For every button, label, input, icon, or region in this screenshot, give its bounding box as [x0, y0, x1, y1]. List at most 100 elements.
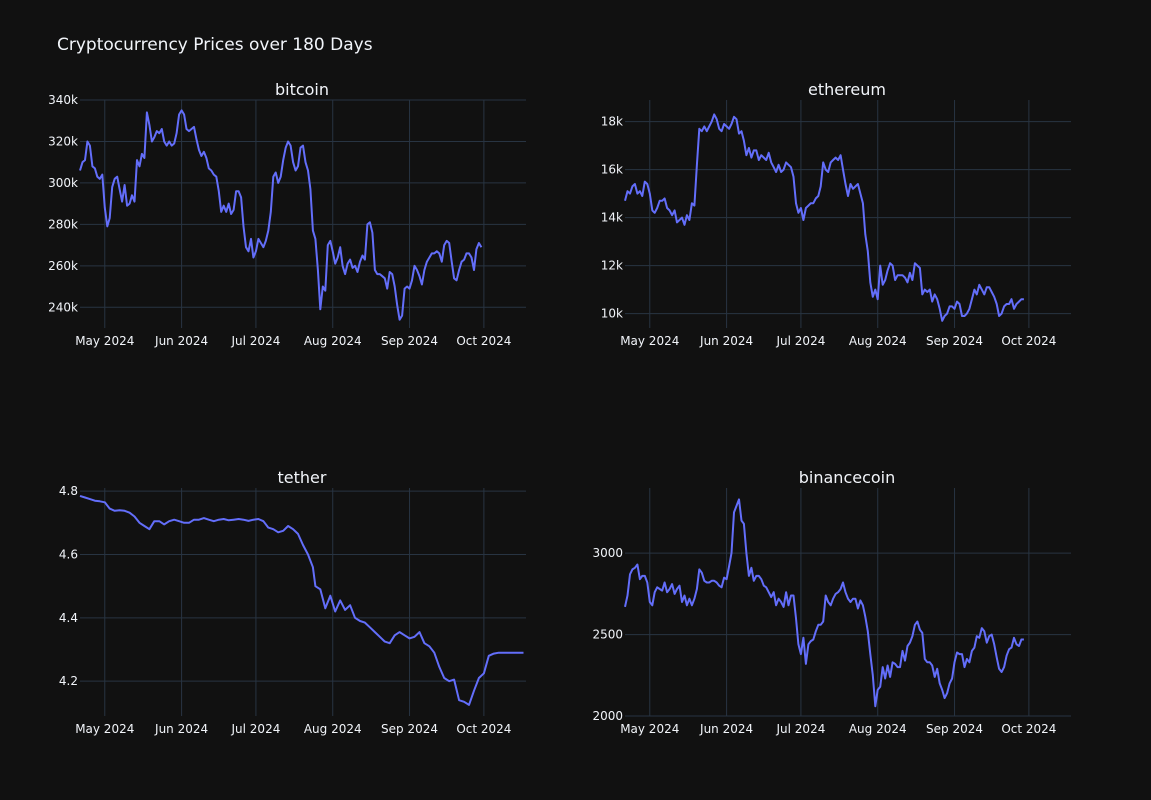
x-tick-label: Aug 2024: [849, 334, 907, 348]
data-point: [344, 273, 346, 275]
data-point: [807, 205, 809, 207]
data-point: [907, 281, 909, 283]
y-tick-label: 16k: [601, 163, 623, 177]
data-point: [629, 573, 631, 575]
x-tick-label: Jul 2024: [776, 722, 826, 736]
data-point: [807, 643, 809, 645]
data-point: [1011, 298, 1013, 300]
data-point: [877, 298, 879, 300]
data-point: [939, 308, 941, 310]
data-point: [473, 269, 475, 271]
data-point: [991, 634, 993, 636]
x-tick-label: Oct 2024: [1001, 722, 1056, 736]
data-point: [423, 642, 425, 644]
data-point: [765, 159, 767, 161]
data-point: [448, 680, 450, 682]
data-point: [679, 219, 681, 221]
data-point: [862, 604, 864, 606]
data-point: [674, 209, 676, 211]
data-point: [649, 601, 651, 603]
data-point: [411, 279, 413, 281]
data-point: [1013, 308, 1015, 310]
data-point: [780, 171, 782, 173]
x-tick-label: May 2024: [75, 334, 134, 348]
data-point: [513, 652, 515, 654]
data-point: [802, 219, 804, 221]
data-point: [783, 606, 785, 608]
bitcoin-y-axis-ticks: 240k 260k 280k 300k 320k 340k: [48, 93, 78, 314]
data-point: [654, 212, 656, 214]
data-point: [644, 575, 646, 577]
data-point: [867, 250, 869, 252]
data-point: [389, 271, 391, 273]
data-point: [850, 601, 852, 603]
data-point: [887, 269, 889, 271]
data-point: [716, 118, 718, 120]
data-point: [416, 269, 418, 271]
data-point: [428, 645, 430, 647]
data-point: [936, 668, 938, 670]
y-tick-label: 240k: [48, 300, 78, 314]
data-point: [624, 200, 626, 202]
data-point: [436, 250, 438, 252]
x-tick-label: Oct 2024: [456, 334, 511, 348]
data-point: [706, 130, 708, 132]
data-point: [793, 595, 795, 597]
data-point: [124, 184, 126, 186]
data-point: [129, 512, 131, 514]
data-point: [312, 566, 314, 568]
x-tick-label: Oct 2024: [1001, 334, 1056, 348]
data-point: [163, 141, 165, 143]
data-point: [706, 582, 708, 584]
data-point: [998, 315, 1000, 317]
data-point: [760, 154, 762, 156]
data-point: [681, 217, 683, 219]
data-point: [79, 495, 81, 497]
data-point: [738, 133, 740, 135]
data-point: [181, 109, 183, 111]
data-point: [770, 161, 772, 163]
y-tick-label: 12k: [601, 259, 623, 273]
data-point: [872, 674, 874, 676]
data-point: [349, 259, 351, 261]
data-point: [649, 193, 651, 195]
data-point: [225, 211, 227, 213]
data-point: [183, 114, 185, 116]
data-point: [698, 568, 700, 570]
data-point: [252, 519, 254, 521]
data-point: [215, 176, 217, 178]
data-point: [946, 692, 948, 694]
y-tick-label: 4.6: [59, 548, 78, 562]
data-point: [951, 678, 953, 680]
data-point: [359, 620, 361, 622]
data-point: [812, 639, 814, 641]
data-point: [639, 578, 641, 580]
data-point: [778, 598, 780, 600]
data-point: [641, 195, 643, 197]
data-point: [983, 630, 985, 632]
data-point: [297, 165, 299, 167]
data-point: [309, 188, 311, 190]
data-point: [820, 624, 822, 626]
y-tick-label: 4.2: [59, 674, 78, 688]
data-point: [448, 242, 450, 244]
figure-title: Cryptocurrency Prices over 180 Days: [57, 35, 373, 55]
data-point: [775, 171, 777, 173]
data-point: [684, 595, 686, 597]
data-point: [134, 516, 136, 518]
data-point: [750, 567, 752, 569]
data-point: [466, 252, 468, 254]
data-point: [141, 153, 143, 155]
data-point: [213, 174, 215, 176]
data-point: [461, 261, 463, 263]
data-point: [109, 217, 111, 219]
data-point: [859, 193, 861, 195]
data-point: [99, 500, 101, 502]
data-point: [399, 631, 401, 633]
data-point: [406, 286, 408, 288]
data-point: [1020, 639, 1022, 641]
data-point: [178, 520, 180, 522]
data-point: [743, 523, 745, 525]
data-point: [748, 575, 750, 577]
data-point: [473, 690, 475, 692]
